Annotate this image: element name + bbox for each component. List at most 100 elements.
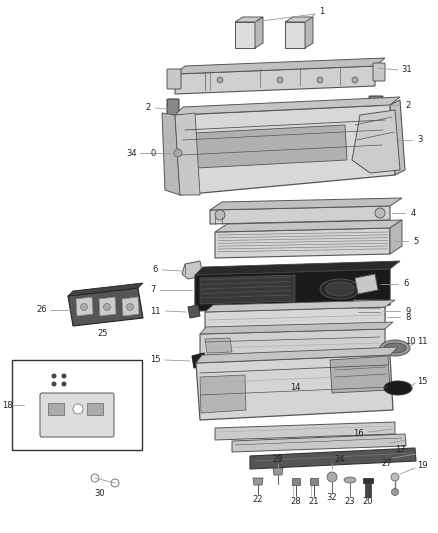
Text: 23: 23 bbox=[345, 497, 355, 506]
Polygon shape bbox=[390, 100, 405, 175]
Circle shape bbox=[52, 374, 57, 378]
Polygon shape bbox=[215, 228, 390, 258]
Polygon shape bbox=[210, 198, 402, 210]
Circle shape bbox=[174, 149, 182, 157]
Polygon shape bbox=[195, 261, 400, 275]
Text: 4: 4 bbox=[410, 208, 416, 217]
Polygon shape bbox=[330, 356, 390, 393]
FancyBboxPatch shape bbox=[373, 63, 385, 81]
Circle shape bbox=[52, 382, 57, 386]
Polygon shape bbox=[205, 307, 385, 333]
Polygon shape bbox=[205, 300, 395, 312]
Circle shape bbox=[375, 208, 385, 218]
Text: 6: 6 bbox=[403, 279, 409, 288]
Circle shape bbox=[391, 473, 399, 481]
Polygon shape bbox=[195, 125, 347, 168]
Text: 26: 26 bbox=[37, 305, 47, 314]
Polygon shape bbox=[305, 17, 313, 48]
Polygon shape bbox=[175, 105, 395, 195]
Text: 22: 22 bbox=[253, 496, 263, 505]
Polygon shape bbox=[99, 297, 116, 316]
Polygon shape bbox=[200, 275, 295, 304]
Polygon shape bbox=[175, 58, 385, 74]
Circle shape bbox=[61, 374, 67, 378]
Circle shape bbox=[392, 489, 399, 496]
Ellipse shape bbox=[384, 343, 406, 353]
Text: 20: 20 bbox=[363, 497, 373, 506]
Polygon shape bbox=[232, 434, 406, 452]
Polygon shape bbox=[76, 297, 93, 316]
Polygon shape bbox=[192, 353, 207, 368]
Text: 27: 27 bbox=[381, 459, 392, 469]
Ellipse shape bbox=[320, 279, 360, 299]
Circle shape bbox=[327, 472, 337, 482]
Polygon shape bbox=[200, 375, 246, 413]
Polygon shape bbox=[390, 220, 402, 254]
Circle shape bbox=[73, 404, 83, 414]
Polygon shape bbox=[205, 338, 232, 353]
Text: 10: 10 bbox=[405, 336, 415, 345]
Polygon shape bbox=[175, 97, 400, 115]
Polygon shape bbox=[175, 66, 375, 94]
Ellipse shape bbox=[384, 381, 412, 395]
Text: 31: 31 bbox=[402, 66, 412, 75]
Polygon shape bbox=[200, 322, 393, 334]
Ellipse shape bbox=[326, 282, 354, 296]
Text: 28: 28 bbox=[291, 497, 301, 506]
Text: 21: 21 bbox=[309, 497, 319, 506]
Polygon shape bbox=[196, 355, 393, 420]
Text: 8: 8 bbox=[405, 312, 411, 321]
Bar bbox=[365, 483, 371, 497]
FancyBboxPatch shape bbox=[369, 96, 383, 116]
Text: 17: 17 bbox=[395, 445, 405, 454]
FancyBboxPatch shape bbox=[167, 69, 181, 89]
Text: 32: 32 bbox=[327, 494, 337, 503]
Text: 24: 24 bbox=[335, 456, 345, 464]
Polygon shape bbox=[253, 478, 263, 485]
Circle shape bbox=[352, 77, 358, 83]
Polygon shape bbox=[200, 329, 385, 357]
Text: 15: 15 bbox=[150, 356, 160, 365]
Circle shape bbox=[81, 303, 88, 311]
Text: 19: 19 bbox=[417, 461, 427, 470]
Text: 16: 16 bbox=[353, 430, 363, 439]
Text: 11: 11 bbox=[417, 336, 427, 345]
Text: 2: 2 bbox=[145, 103, 151, 112]
Polygon shape bbox=[273, 468, 283, 475]
FancyBboxPatch shape bbox=[353, 300, 385, 322]
Text: 0: 0 bbox=[150, 149, 155, 157]
Polygon shape bbox=[352, 110, 400, 173]
Text: 25: 25 bbox=[98, 328, 108, 337]
Polygon shape bbox=[255, 17, 263, 48]
Polygon shape bbox=[285, 17, 313, 22]
Polygon shape bbox=[162, 113, 180, 195]
Text: 5: 5 bbox=[413, 237, 419, 246]
Circle shape bbox=[215, 210, 225, 220]
Polygon shape bbox=[68, 288, 143, 326]
Polygon shape bbox=[215, 220, 402, 232]
Polygon shape bbox=[182, 261, 203, 279]
Polygon shape bbox=[195, 269, 390, 311]
Polygon shape bbox=[188, 305, 200, 318]
Polygon shape bbox=[355, 274, 378, 294]
Polygon shape bbox=[250, 448, 416, 469]
Circle shape bbox=[277, 77, 283, 83]
Text: 11: 11 bbox=[150, 306, 160, 316]
Bar bbox=[310, 478, 318, 485]
Polygon shape bbox=[196, 347, 398, 363]
Polygon shape bbox=[235, 17, 263, 22]
Polygon shape bbox=[122, 297, 139, 316]
Polygon shape bbox=[235, 22, 255, 48]
Circle shape bbox=[103, 303, 110, 311]
Text: 14: 14 bbox=[290, 383, 300, 392]
Text: 1: 1 bbox=[319, 6, 325, 15]
Bar bbox=[363, 478, 373, 483]
Text: 6: 6 bbox=[152, 265, 158, 274]
Polygon shape bbox=[68, 283, 143, 296]
Text: 18: 18 bbox=[2, 400, 12, 409]
Polygon shape bbox=[285, 22, 305, 48]
Circle shape bbox=[61, 382, 67, 386]
Polygon shape bbox=[210, 206, 390, 224]
Text: 9: 9 bbox=[406, 306, 411, 316]
Circle shape bbox=[127, 303, 134, 311]
